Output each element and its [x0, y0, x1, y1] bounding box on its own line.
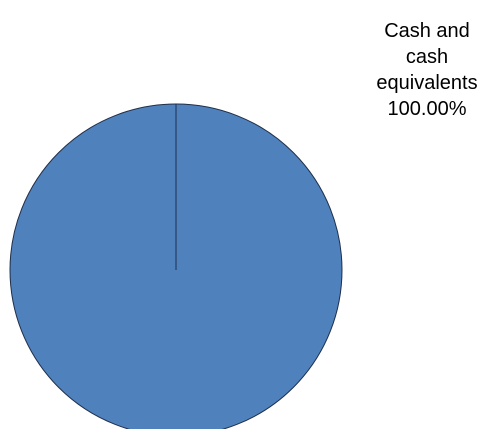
- slice-label-line-2: cash: [405, 46, 449, 68]
- slice-label-percent: 100.00%: [387, 98, 467, 120]
- slice-label-line-1: Cash and: [384, 20, 470, 42]
- slice-label-line-3: equivalents: [376, 72, 478, 94]
- slice-label-cash-and-cash-equivalents: Cash and cash equivalents 100.00%: [356, 18, 498, 122]
